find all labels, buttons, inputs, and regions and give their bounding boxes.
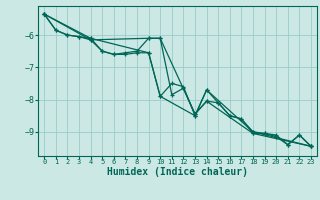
X-axis label: Humidex (Indice chaleur): Humidex (Indice chaleur) <box>107 167 248 177</box>
